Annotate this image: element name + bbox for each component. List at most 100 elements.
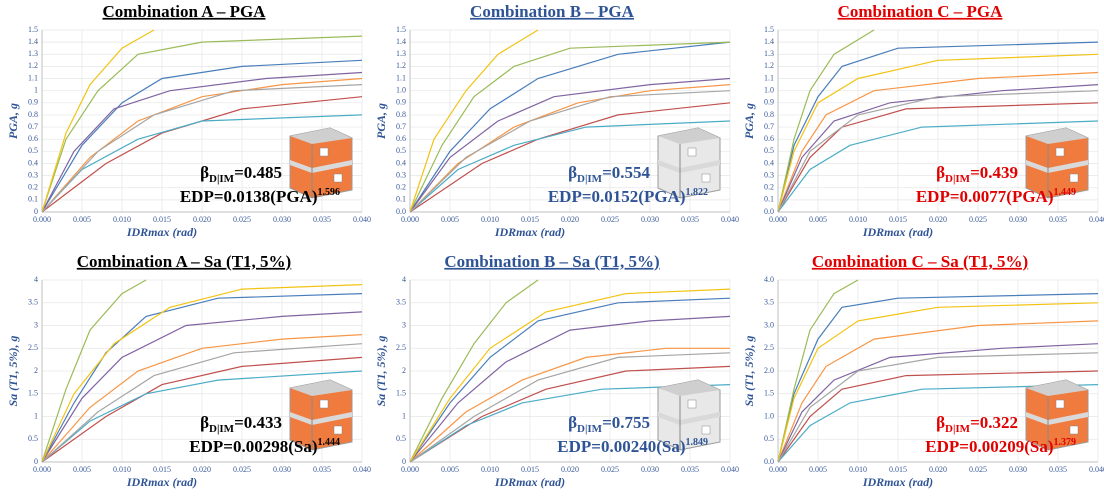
x-tick-label: 0.035 — [1049, 215, 1067, 224]
ida-curve — [41, 84, 363, 213]
beta-annotation: βD|IM=0.433 — [200, 413, 282, 435]
ida-curve — [41, 29, 155, 213]
y-tick-label: 0.7 — [764, 122, 774, 131]
ida-curve — [409, 347, 730, 463]
x-tick-label: 0.030 — [1009, 465, 1027, 474]
x-tick-label: 0.040 — [721, 215, 739, 224]
y-tick-label: 0.1 — [764, 195, 774, 204]
x-tick-label: 0.025 — [601, 215, 619, 224]
y-tick-label: 0.2 — [396, 183, 406, 192]
x-axis-label: IDRmax (rad) — [494, 475, 565, 489]
beta-annotation: βD|IM=0.755 — [568, 413, 650, 435]
y-tick-label: 1.1 — [28, 73, 38, 82]
house-window — [687, 147, 697, 157]
beta-symbol: β — [936, 413, 945, 432]
ida-curve — [41, 279, 147, 463]
x-tick-label: 0.020 — [193, 215, 211, 224]
x-tick-label: 0.000 — [33, 465, 51, 474]
house-window — [701, 425, 711, 435]
x-tick-label: 0.025 — [969, 465, 987, 474]
beta-symbol: β — [936, 163, 945, 182]
house-window — [333, 173, 343, 183]
y-tick-label: 0.7 — [396, 122, 406, 131]
edp-annotation: EDP=0.00209(Sa)1.379 — [925, 437, 1076, 456]
y-tick-label: 0.2 — [28, 183, 38, 192]
beta-value: =0.439 — [970, 163, 1018, 182]
house-window — [1055, 399, 1065, 409]
y-tick-label: 1.2 — [28, 61, 38, 70]
panel-title: Combination A – PGA — [103, 2, 267, 21]
panel-title: Combination C – PGA — [838, 2, 1004, 21]
beta-annotation: βD|IM=0.485 — [200, 163, 282, 185]
x-tick-label: 0.015 — [153, 465, 171, 474]
ida-curve — [41, 35, 363, 213]
house-window — [701, 173, 711, 183]
y-tick-label: 0.8 — [764, 110, 774, 119]
y-tick-label: 0.6 — [396, 134, 406, 143]
edp-formula: EDP=0.00298(Sa) — [189, 437, 317, 456]
y-tick-label: 1.0 — [764, 411, 774, 420]
y-tick-label: 2.0 — [764, 366, 774, 375]
x-tick-label: 0.025 — [233, 215, 251, 224]
house-window — [333, 425, 343, 435]
edp-formula: EDP=0.0077(PGA) — [916, 187, 1054, 206]
edp-exponent: 1.444 — [318, 437, 341, 448]
ida-curve — [41, 77, 363, 213]
y-axis-label: PGA, g — [742, 103, 756, 139]
ida-curve — [41, 293, 363, 463]
ida-curve — [41, 284, 363, 463]
beta-subscript: D|IM — [945, 173, 971, 185]
y-tick-label: 0.3 — [396, 170, 406, 179]
y-tick-label: 0.5 — [28, 146, 38, 155]
y-tick-label: 1.4 — [396, 37, 406, 46]
y-tick-label: 1.2 — [396, 61, 406, 70]
ida-curve — [777, 279, 859, 463]
ida-curve — [41, 334, 363, 463]
y-tick-label: 0.1 — [28, 195, 38, 204]
y-axis-label: Sa (T1, 5%), g — [6, 336, 20, 407]
y-tick-label: 0 — [34, 457, 38, 466]
ida-curve — [777, 41, 1099, 213]
edp-formula: EDP=0.00240(Sa) — [557, 437, 685, 456]
beta-value: =0.755 — [602, 413, 650, 432]
y-tick-label: 3 — [402, 320, 406, 329]
edp-annotation: EDP=0.0077(PGA)1.449 — [916, 187, 1076, 206]
ida-curve — [409, 77, 731, 213]
y-tick-label: 1.5 — [28, 389, 38, 398]
ida-curve — [777, 71, 1099, 213]
ida-curve — [777, 352, 1099, 463]
x-axis-label: IDRmax (rad) — [862, 225, 933, 239]
beta-subscript: D|IM — [209, 173, 235, 185]
x-tick-label: 0.025 — [969, 215, 987, 224]
ida-curve — [409, 120, 731, 213]
edp-formula: EDP=0.0138(PGA) — [180, 187, 318, 206]
edp-exponent: 1.379 — [1054, 437, 1077, 448]
y-tick-label: 0.8 — [396, 110, 406, 119]
x-tick-label: 0.010 — [481, 465, 499, 474]
y-tick-label: 1.3 — [764, 49, 774, 58]
ida-curve — [41, 71, 363, 213]
ida-curve — [409, 29, 539, 213]
panel: Combination C – PGA 0.0 0.1 0.2 0.3 0.4 0.5 0.6… — [742, 2, 1104, 239]
house-slab — [1026, 160, 1088, 173]
x-tick-label: 0.010 — [113, 465, 131, 474]
ida-curve — [41, 311, 363, 463]
beta-value: =0.433 — [234, 413, 282, 432]
ida-curve — [777, 293, 1099, 463]
y-tick-label: 1.5 — [396, 25, 406, 34]
x-tick-label: 0.035 — [681, 215, 699, 224]
y-tick-label: 1.3 — [396, 49, 406, 58]
x-tick-label: 0.030 — [273, 215, 291, 224]
x-tick-label: 0.040 — [1089, 215, 1104, 224]
y-tick-label: 0.4 — [396, 158, 406, 167]
ida-curve — [409, 365, 731, 463]
ida-curve — [409, 352, 731, 463]
x-tick-label: 0.000 — [401, 215, 419, 224]
y-tick-label: 1.5 — [396, 389, 406, 398]
ida-curve — [409, 84, 731, 213]
ida-curve — [409, 288, 731, 463]
y-tick-label: 0 — [34, 207, 38, 216]
x-tick-label: 0.040 — [353, 465, 371, 474]
y-tick-label: 0.9 — [764, 98, 774, 107]
x-tick-label: 0.010 — [113, 215, 131, 224]
